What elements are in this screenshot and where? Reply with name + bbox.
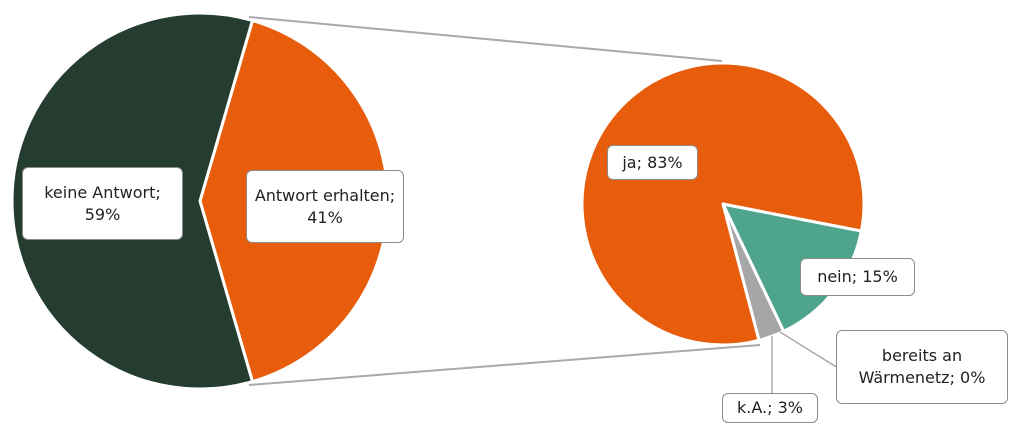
pie-slice xyxy=(580,61,866,347)
connector-line xyxy=(248,344,761,386)
data-label: Antwort erhalten; 41% xyxy=(246,170,404,243)
data-label: nein; 15% xyxy=(800,258,915,296)
data-label: keine Antwort; 59% xyxy=(22,167,183,240)
connector-line xyxy=(248,16,723,62)
leader-line xyxy=(779,331,839,369)
data-label: bereits an Wärmenetz; 0% xyxy=(836,330,1008,404)
data-label: ja; 83% xyxy=(607,145,698,180)
data-label: k.A.; 3% xyxy=(722,393,818,423)
